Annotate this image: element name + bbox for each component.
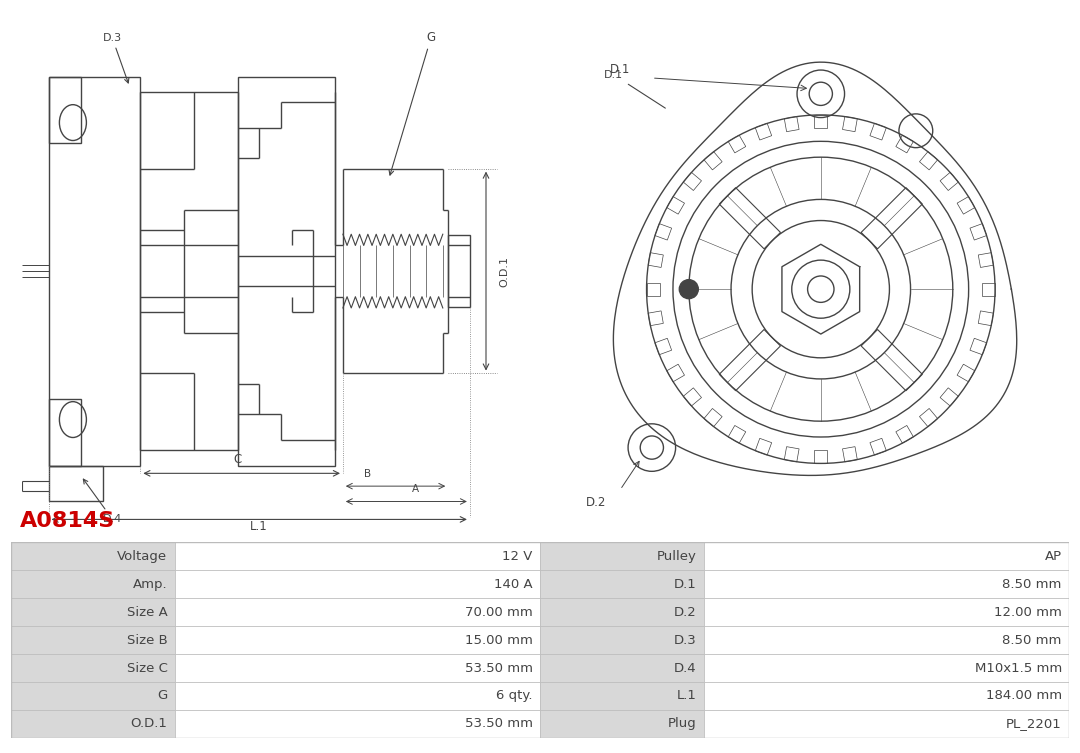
Text: 184.00 mm: 184.00 mm: [986, 690, 1062, 703]
Text: 70.00 mm: 70.00 mm: [464, 605, 532, 618]
Text: 8.50 mm: 8.50 mm: [1002, 633, 1062, 647]
Text: A0814S: A0814S: [19, 511, 114, 531]
Bar: [540, 542, 704, 570]
Bar: [540, 682, 704, 710]
Text: G: G: [158, 690, 167, 703]
Bar: [175, 682, 540, 710]
Bar: [175, 654, 540, 682]
Text: 140 A: 140 A: [494, 578, 532, 590]
Text: 6 qty.: 6 qty.: [496, 690, 532, 703]
Bar: [175, 542, 540, 570]
Text: Size B: Size B: [126, 633, 167, 647]
Bar: [175, 570, 540, 598]
Text: L.1: L.1: [251, 520, 268, 532]
Text: 15.00 mm: 15.00 mm: [464, 633, 532, 647]
Text: Plug: Plug: [667, 718, 697, 730]
Text: PL_2201: PL_2201: [1007, 718, 1062, 730]
Text: 8.50 mm: 8.50 mm: [1002, 578, 1062, 590]
Bar: [704, 626, 1069, 654]
Text: Size C: Size C: [126, 662, 167, 675]
Bar: [540, 570, 704, 598]
Bar: [540, 710, 704, 738]
Text: 53.50 mm: 53.50 mm: [464, 662, 532, 675]
Bar: [11, 542, 175, 570]
Text: O.D.1: O.D.1: [131, 718, 167, 730]
Text: M10x1.5 mm: M10x1.5 mm: [974, 662, 1062, 675]
Bar: [704, 682, 1069, 710]
Bar: [49, 399, 81, 465]
Bar: [11, 570, 175, 598]
Bar: [704, 654, 1069, 682]
Text: Size A: Size A: [126, 605, 167, 618]
Bar: [140, 92, 238, 450]
Text: D.4: D.4: [83, 479, 122, 524]
Text: D.1: D.1: [609, 62, 630, 76]
Text: D.3: D.3: [674, 633, 697, 647]
Text: 12.00 mm: 12.00 mm: [994, 605, 1062, 618]
Bar: [11, 682, 175, 710]
Bar: [11, 626, 175, 654]
Text: O.D.1: O.D.1: [499, 255, 510, 287]
Text: 12 V: 12 V: [502, 550, 532, 562]
Text: Pulley: Pulley: [657, 550, 697, 562]
Bar: [175, 710, 540, 738]
Text: 53.50 mm: 53.50 mm: [464, 718, 532, 730]
Bar: [540, 626, 704, 654]
Text: D.3: D.3: [103, 32, 129, 83]
Bar: [11, 654, 175, 682]
Text: Voltage: Voltage: [118, 550, 167, 562]
Circle shape: [679, 279, 699, 299]
Bar: [49, 77, 140, 465]
Bar: [704, 598, 1069, 626]
Text: D.1: D.1: [674, 578, 697, 590]
Bar: [540, 598, 704, 626]
Bar: [175, 626, 540, 654]
Text: G: G: [389, 31, 435, 175]
Text: A: A: [413, 484, 419, 494]
Text: D.2: D.2: [585, 495, 606, 508]
Bar: [704, 542, 1069, 570]
Text: AP: AP: [1044, 550, 1062, 562]
Bar: [175, 598, 540, 626]
Bar: [238, 77, 335, 465]
Text: Amp.: Amp.: [133, 578, 167, 590]
Bar: [704, 570, 1069, 598]
Bar: [11, 598, 175, 626]
Bar: [540, 654, 704, 682]
Text: D.4: D.4: [674, 662, 697, 675]
Bar: [49, 77, 81, 143]
Bar: [704, 710, 1069, 738]
Text: L.1: L.1: [677, 690, 697, 703]
Bar: [11, 710, 175, 738]
Bar: [448, 235, 470, 307]
Text: B: B: [364, 469, 370, 479]
Text: D.1: D.1: [605, 70, 665, 108]
Text: C: C: [233, 453, 242, 466]
Text: D.2: D.2: [674, 605, 697, 618]
